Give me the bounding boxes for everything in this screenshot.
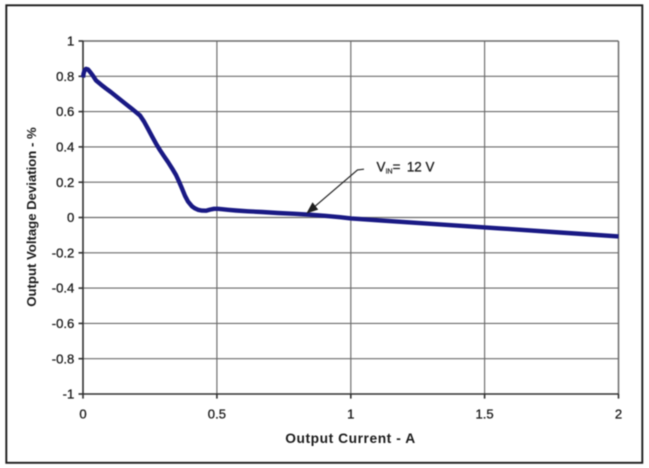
svg-text:-0.4: -0.4	[52, 281, 75, 296]
svg-text:1: 1	[347, 406, 354, 421]
svg-text:-0.8: -0.8	[52, 351, 75, 366]
svg-text:0.4: 0.4	[56, 140, 74, 155]
svg-text:0.2: 0.2	[56, 175, 74, 190]
svg-text:0.6: 0.6	[56, 104, 74, 119]
svg-text:1.5: 1.5	[475, 406, 493, 421]
svg-text:-0.2: -0.2	[52, 245, 75, 260]
svg-text:Output Current - A: Output Current - A	[285, 431, 415, 446]
svg-text:-0.6: -0.6	[52, 316, 75, 331]
svg-text:-1: -1	[63, 387, 75, 402]
svg-text:0: 0	[79, 406, 86, 421]
svg-text:0.8: 0.8	[56, 69, 74, 84]
svg-text:0: 0	[67, 210, 74, 225]
svg-text:VIN= 12 V: VIN= 12 V	[377, 159, 435, 175]
svg-text:Output Voltage Deviation - %: Output Voltage Deviation - %	[24, 127, 39, 307]
svg-text:1: 1	[67, 34, 74, 49]
svg-text:0.5: 0.5	[208, 406, 226, 421]
svg-text:2: 2	[615, 406, 622, 421]
